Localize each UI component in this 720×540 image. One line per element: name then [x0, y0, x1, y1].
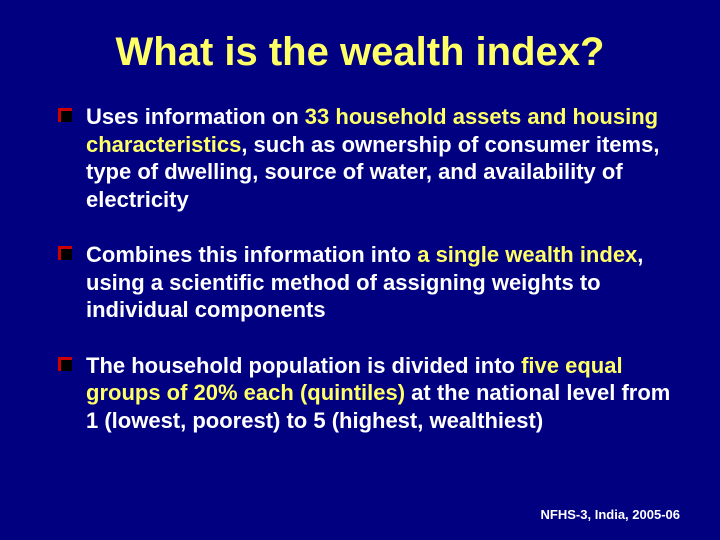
bullet-text-pre: Uses information on — [86, 104, 305, 129]
bullet-text-pre: The household population is divided into — [86, 353, 521, 378]
slide-title: What is the wealth index? — [40, 30, 680, 75]
bullet-icon — [58, 357, 72, 371]
list-item: The household population is divided into… — [58, 352, 680, 435]
bullet-icon — [58, 246, 72, 260]
list-item: Combines this information into a single … — [58, 241, 680, 324]
footer-text: NFHS-3, India, 2005-06 — [541, 507, 680, 522]
list-item: Uses information on 33 household assets … — [58, 103, 680, 213]
bullet-text-pre: Combines this information into — [86, 242, 417, 267]
bullet-text-emph: a single wealth index — [417, 242, 637, 267]
bullet-list: Uses information on 33 household assets … — [40, 103, 680, 434]
bullet-icon — [58, 108, 72, 122]
